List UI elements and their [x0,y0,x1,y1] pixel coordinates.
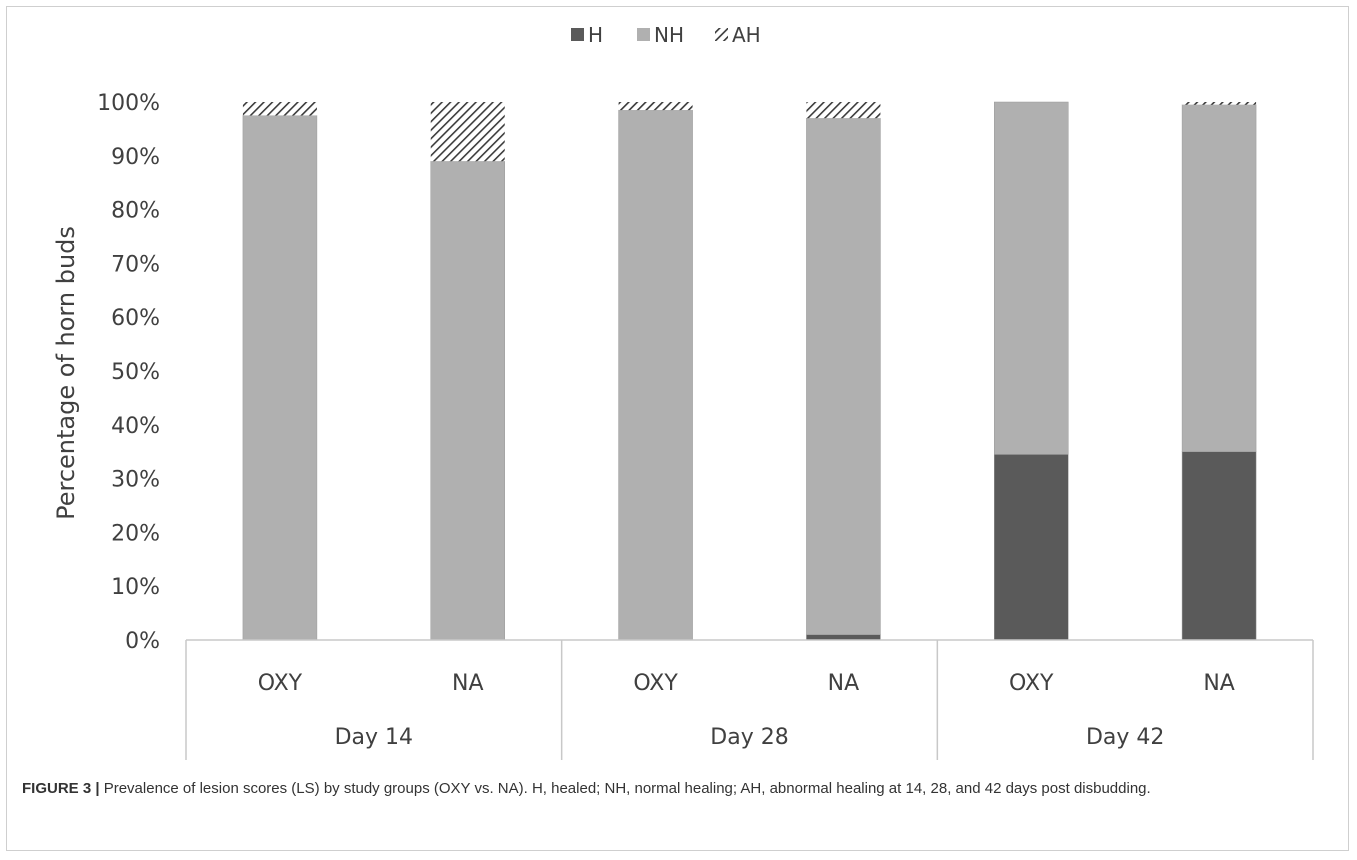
bar-segment-nh [994,101,1069,455]
legend-swatch-ah [715,28,728,41]
y-tick-label: 80% [111,199,160,224]
y-axis-label: Percentage of horn buds [52,226,80,520]
legend-label-ah: AH [732,23,761,47]
figure-frame [6,6,1349,851]
bar-segment-nh [806,117,881,635]
y-tick-label: 100% [97,91,160,116]
y-tick-label: 50% [111,360,160,385]
y-tick-label: 10% [111,575,160,600]
bar-segment-nh [1181,104,1257,452]
chart-legend: H NH AH [571,23,761,47]
legend-swatch-h [571,28,584,41]
x-tick-label: OXY [1009,671,1054,696]
bar-segment-nh [618,109,693,641]
x-group-label: Day 14 [335,725,413,750]
y-tick-label: 70% [111,252,160,277]
y-tick-label: 60% [111,306,160,331]
x-tick-label: OXY [258,671,303,696]
y-tick-label: 20% [111,521,160,546]
bar-segment-nh [242,115,318,641]
bar-segment-ah [806,102,881,119]
bar-segment-nh [430,160,505,641]
x-group-label: Day 28 [710,725,788,750]
y-axis: 0% 10% 20% 30% 40% 50% 60% 70% 80% 90% 100% [97,91,160,654]
legend-label-h: H [588,23,603,47]
bars [242,101,1257,641]
y-tick-label: 40% [111,414,160,439]
bar-segment-h [994,454,1069,641]
y-tick-label: 0% [125,629,160,654]
caption-text: Prevalence of lesion scores (LS) by stud… [99,780,1151,797]
x-tick-label: NA [452,671,484,696]
y-tick-label: 30% [111,468,160,493]
caption-label: FIGURE 3 | [22,780,100,797]
x-axis: OXY NA OXY NA OXY NA Day 14 Day 28 Day 42 [185,639,1314,760]
figure-caption: FIGURE 3 | Prevalence of lesion scores (… [22,778,1322,800]
bar-segment-ah [242,102,317,116]
legend-swatch-nh [637,28,650,41]
legend-label-nh: NH [654,23,684,47]
bar-segment-h [806,634,881,641]
bar-segment-ah [430,102,505,162]
y-tick-label: 90% [111,145,160,170]
x-tick-label: OXY [633,671,678,696]
bar-segment-ah [618,102,693,111]
bar-segment-ah [1182,102,1257,105]
x-tick-label: NA [828,671,860,696]
x-tick-label: NA [1203,671,1235,696]
bar-segment-h [1181,451,1257,641]
x-group-label: Day 42 [1086,725,1164,750]
